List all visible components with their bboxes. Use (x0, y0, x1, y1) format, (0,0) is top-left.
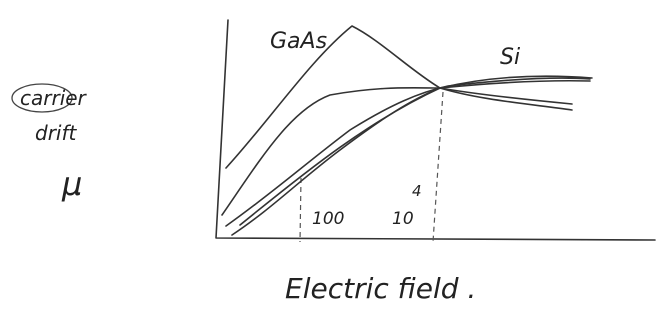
curve-label: GaAs (270, 29, 327, 54)
y-label-line: carrier (20, 86, 88, 110)
sketch: GaAs Si carrier drift μ 100 10 4 Electri… (0, 0, 660, 315)
x-mark-label: 10 (392, 209, 414, 229)
y-symbol: μ (61, 165, 82, 203)
x-mark-exponent: 4 (412, 182, 422, 200)
y-label-line: drift (35, 121, 78, 145)
x-axis-label: Electric field . (285, 272, 476, 305)
curve-label: Si (500, 45, 520, 70)
x-mark-label: 100 (312, 209, 344, 229)
